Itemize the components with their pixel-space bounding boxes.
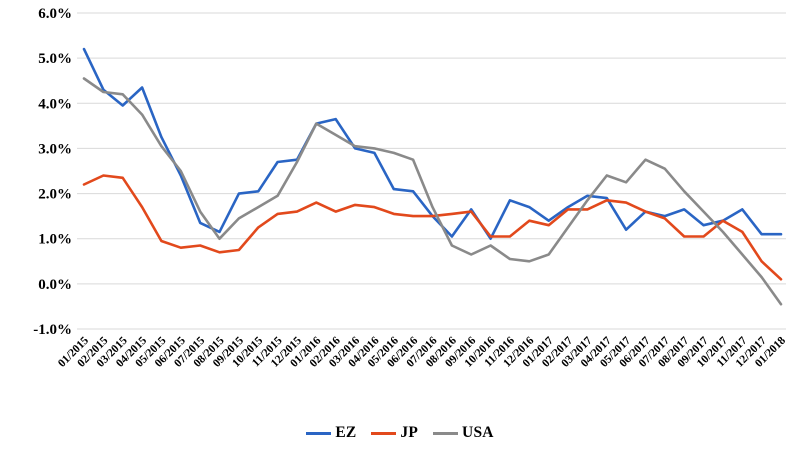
y-axis-tick-label: -1.0% xyxy=(33,322,72,338)
y-axis-tick-label: 5.0% xyxy=(38,51,72,67)
legend-item-usa: USA xyxy=(433,424,494,442)
y-axis-tick-label: 6.0% xyxy=(38,6,72,22)
y-axis-tick-label: 4.0% xyxy=(38,96,72,112)
chart-legend: EZ JP USA xyxy=(0,424,800,442)
y-axis-tick-label: 3.0% xyxy=(38,141,72,157)
legend-item-jp: JP xyxy=(371,424,418,442)
legend-swatch-ez-line xyxy=(306,431,332,435)
series-line-usa xyxy=(82,77,783,306)
y-axis-tick-label: 1.0% xyxy=(38,232,72,248)
y-axis-tick-label: 2.0% xyxy=(38,187,72,203)
legend-swatch-jp-line xyxy=(371,431,397,435)
y-axis-tick-label: 0.0% xyxy=(38,277,72,293)
series-line-ez xyxy=(82,47,783,240)
legend-swatch-usa-line xyxy=(433,431,459,435)
legend-label-jp: JP xyxy=(400,424,419,441)
legend-item-ez: EZ xyxy=(306,424,356,442)
legend-label-ez: EZ xyxy=(335,424,357,441)
legend-label-usa: USA xyxy=(462,424,494,441)
series-line-jp xyxy=(82,174,783,281)
